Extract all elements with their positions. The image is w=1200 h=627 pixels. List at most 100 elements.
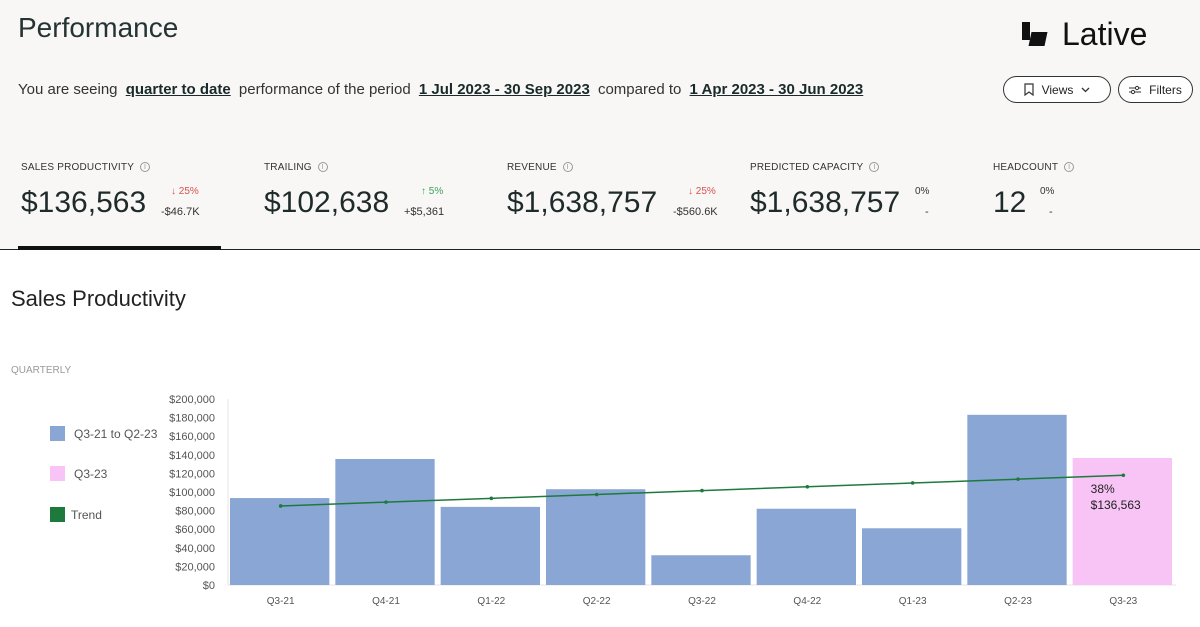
x-tick-label: Q2-23: [1004, 596, 1032, 607]
info-icon[interactable]: i: [869, 162, 880, 173]
legend-item-current[interactable]: Q3-23: [50, 466, 107, 481]
x-tick-label: Q1-23: [899, 596, 927, 607]
kpi-predicted-capacity[interactable]: Predicted Capacity i $1,638,757 0% -: [750, 162, 929, 219]
chevron-down-icon: [1081, 87, 1090, 92]
kpi-label: Sales Productivity: [21, 162, 135, 173]
trend-point: [384, 500, 388, 504]
brand-name: Lative: [1062, 16, 1148, 52]
period-link[interactable]: 1 Jul 2023 - 30 Sep 2023: [418, 81, 590, 98]
y-tick-label: $180,000: [169, 413, 215, 425]
bar-Q3-21: [230, 498, 330, 585]
kpi-value: $136,563: [21, 186, 147, 219]
y-tick-label: $160,000: [169, 431, 215, 443]
kpi-change: ↓ 25%: [171, 186, 199, 197]
kpi-change: 0%: [915, 186, 930, 197]
y-tick-label: $200,000: [169, 394, 215, 406]
header-panel: Performance Lative You are seeing quarte…: [0, 0, 1200, 250]
kpi-label: Headcount: [993, 162, 1059, 173]
summary-text: performance of the period: [238, 81, 411, 98]
views-button[interactable]: Views: [1003, 76, 1111, 103]
trend-point: [594, 492, 599, 497]
section-title: Sales Productivity: [11, 286, 186, 311]
y-tick-label: $140,000: [169, 450, 215, 462]
kpi-label: Trailing: [264, 162, 312, 173]
annotation-label: 38%: [1091, 482, 1115, 496]
x-tick-label: Q2-22: [583, 596, 611, 607]
kpi-change: ↑ 5%: [421, 186, 444, 197]
trend-point: [805, 484, 810, 489]
info-icon[interactable]: i: [562, 162, 573, 173]
trend-point: [700, 488, 704, 493]
legend-swatch: [50, 426, 65, 441]
kpi-value: $102,638: [264, 186, 390, 219]
kpi-delta: -$46.7K: [161, 206, 200, 218]
info-icon[interactable]: i: [1064, 162, 1075, 173]
bookmark-icon: [1023, 83, 1034, 96]
lative-logo: Lative: [1020, 16, 1147, 53]
period-label: QUARTERLY: [11, 365, 72, 376]
kpi-value: 12: [993, 186, 1027, 219]
page-title: Performance: [18, 12, 179, 43]
legend-item-trend[interactable]: Trend: [50, 507, 102, 522]
legend-label: Trend: [71, 507, 102, 522]
bar-Q2-23: [967, 414, 1067, 585]
bar-Q4-22: [756, 508, 856, 585]
kpi-value: $1,638,757: [507, 186, 658, 219]
period-summary: You are seeing quarter to date performan…: [18, 81, 867, 98]
annotation-label: $136,563: [1091, 498, 1141, 512]
bar-Q3-22: [651, 555, 751, 585]
legend-swatch: [50, 507, 65, 522]
kpi-sales-productivity[interactable]: Sales Productivity i $136,563 ↓ 25% -$46.…: [21, 162, 200, 219]
trend-line: [280, 474, 1124, 507]
trend-point: [1121, 473, 1126, 478]
y-tick-label: $80,000: [175, 506, 215, 518]
x-tick-label: Q3-21: [267, 596, 295, 607]
kpi-label: Revenue: [507, 162, 557, 173]
trend-point: [278, 504, 283, 508]
kpi-delta: +$5,361: [404, 206, 445, 218]
x-tick-label: Q3-23: [1109, 596, 1137, 607]
bar-Q1-22: [440, 506, 540, 585]
bar-Q1-23: [862, 528, 962, 585]
bar-Q2-22: [546, 489, 646, 585]
kpi-change: ↓ 25%: [688, 186, 716, 197]
compare-period-link[interactable]: 1 Apr 2023 - 30 Jun 2023: [689, 81, 864, 98]
y-tick-label: $100,000: [169, 487, 215, 499]
filters-label: Filters: [1149, 82, 1182, 97]
kpi-label: Predicted Capacity: [750, 162, 864, 173]
y-tick-label: $40,000: [175, 543, 215, 555]
y-tick-label: $20,000: [175, 561, 215, 573]
kpi-revenue[interactable]: Revenue i $1,638,757 ↓ 25% -$560.6K: [507, 162, 718, 219]
bar-Q3-23: [1072, 457, 1172, 585]
kpi-delta: -: [925, 206, 929, 218]
x-tick-label: Q4-22: [793, 596, 821, 607]
kpi-headcount[interactable]: Headcount i 12 0% -: [993, 162, 1075, 219]
info-icon[interactable]: i: [317, 162, 328, 173]
views-label: Views: [1041, 82, 1074, 97]
y-tick-label: $60,000: [175, 524, 215, 536]
x-tick-label: Q1-22: [477, 596, 505, 607]
y-tick-label: $0: [203, 580, 215, 592]
trend-point: [1016, 477, 1020, 481]
sliders-icon: [1129, 85, 1142, 94]
trend-point: [910, 481, 915, 485]
active-kpi-indicator: [18, 246, 221, 250]
kpi-delta: -: [1049, 206, 1053, 218]
kpi-delta: -$560.6K: [673, 206, 718, 218]
logo-mark-icon: [1020, 20, 1048, 50]
bar-Q4-21: [335, 458, 435, 585]
x-tick-label: Q3-22: [688, 596, 716, 607]
legend-swatch: [50, 466, 65, 481]
info-icon[interactable]: i: [140, 162, 151, 173]
summary-text: compared to: [597, 81, 682, 98]
kpi-trailing[interactable]: Trailing i $102,638 ↑ 5% +$5,361: [264, 162, 444, 219]
legend-label: Q3-21 to Q2-23: [74, 426, 158, 441]
trend-point: [489, 496, 494, 501]
filters-button[interactable]: Filters: [1118, 76, 1193, 103]
summary-text: You are seeing: [18, 81, 118, 98]
legend-item-history[interactable]: Q3-21 to Q2-23: [50, 426, 157, 441]
mode-link[interactable]: quarter to date: [125, 81, 231, 98]
x-tick-label: Q4-21: [372, 596, 400, 607]
kpi-value: $1,638,757: [750, 186, 901, 219]
kpi-change: 0%: [1040, 186, 1055, 197]
